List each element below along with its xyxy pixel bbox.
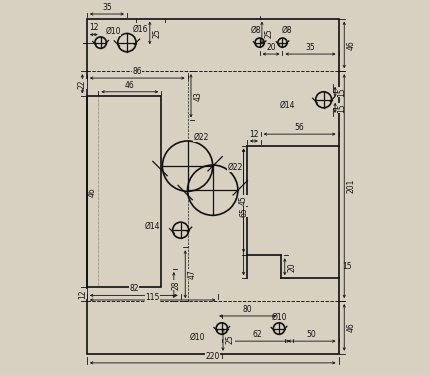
Text: 15: 15 <box>342 262 352 271</box>
Text: 82: 82 <box>129 284 138 293</box>
Text: 46: 46 <box>347 40 356 50</box>
Bar <box>87 19 338 354</box>
Text: 35: 35 <box>306 43 315 52</box>
Text: 115: 115 <box>145 293 160 302</box>
Text: 47: 47 <box>187 269 197 279</box>
Text: 46: 46 <box>88 187 97 197</box>
Text: 201: 201 <box>347 179 356 194</box>
Text: 220: 220 <box>206 352 220 361</box>
Text: 46: 46 <box>347 322 356 332</box>
Text: Ø10: Ø10 <box>189 333 205 342</box>
Text: 46: 46 <box>125 81 135 90</box>
Bar <box>87 96 161 287</box>
Text: Ø14: Ø14 <box>280 101 295 110</box>
Text: 65: 65 <box>239 207 248 217</box>
Text: 22: 22 <box>78 79 87 88</box>
Text: Ø8: Ø8 <box>251 26 261 34</box>
Text: Ø22: Ø22 <box>227 163 243 172</box>
Text: 25: 25 <box>264 28 273 38</box>
Text: 86: 86 <box>132 67 142 76</box>
Text: 28: 28 <box>172 280 181 290</box>
Text: Ø10: Ø10 <box>105 27 121 36</box>
Text: Ø8: Ø8 <box>282 26 292 34</box>
Text: 43: 43 <box>193 91 202 101</box>
Text: Ø10: Ø10 <box>271 313 287 322</box>
Text: 20: 20 <box>287 262 296 272</box>
Text: Ø22: Ø22 <box>193 133 209 142</box>
Text: 56: 56 <box>295 123 304 132</box>
Text: 15: 15 <box>338 87 347 97</box>
Text: 25: 25 <box>152 28 161 38</box>
Text: 12: 12 <box>249 130 258 139</box>
Text: 12: 12 <box>89 23 98 32</box>
Text: 20: 20 <box>266 43 276 52</box>
Text: 62: 62 <box>252 330 262 339</box>
Text: 15: 15 <box>338 103 347 112</box>
Text: Ø16: Ø16 <box>132 24 148 33</box>
Text: Ø14: Ø14 <box>144 222 160 231</box>
Text: 80: 80 <box>243 304 252 313</box>
Text: 35: 35 <box>102 3 112 12</box>
Text: 45: 45 <box>239 196 248 206</box>
Text: 25: 25 <box>225 334 234 344</box>
Text: 12: 12 <box>78 290 87 299</box>
Text: 50: 50 <box>307 330 316 339</box>
